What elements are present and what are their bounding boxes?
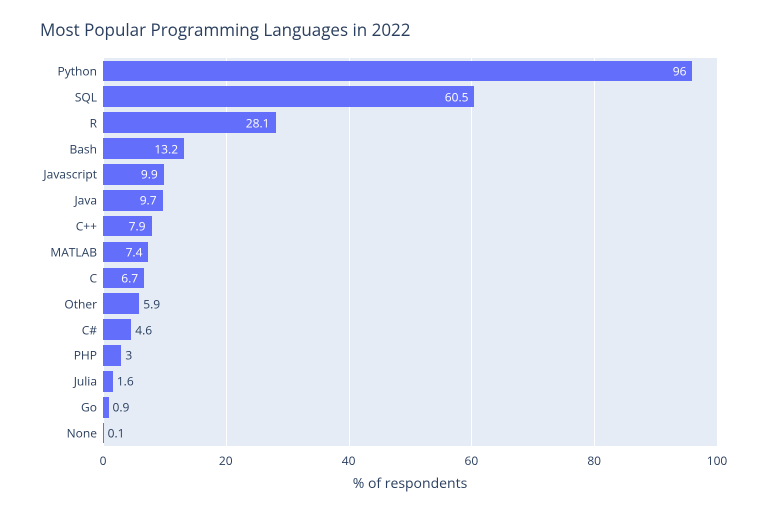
bar [103,371,113,392]
y-tick-label: PHP [74,347,97,364]
x-tick-label: 40 [342,452,356,469]
bar [103,293,139,314]
bar-value-label: 13.2 [154,140,178,157]
bar-value-label: 9.7 [140,192,157,209]
bar-value-label: 4.6 [135,321,152,338]
y-tick-label: SQL [75,88,97,105]
bar [103,397,109,418]
bar-value-label: 28.1 [246,114,270,131]
bar-value-label: 0.9 [113,399,130,416]
x-axis-label: % of respondents [353,474,467,493]
y-tick-label: C++ [76,218,97,235]
x-tick-label: 80 [587,452,601,469]
y-tick-label: Java [74,192,97,209]
bar [103,61,692,82]
y-tick-label: C# [82,321,97,338]
y-tick-label: R [90,114,97,131]
plot-area: 96 60.5 28.1 13.2 9.9 9.7 7.9 7.4 6.7 5.9 4.63 1.6 0… [103,58,717,446]
y-tick-label: Other [64,295,97,312]
bar-value-label: 7.4 [126,244,143,261]
bar [103,423,104,444]
bar-value-label: 1.6 [117,373,134,390]
bar [103,345,121,366]
bar-value-label: 5.9 [143,295,160,312]
x-tick-label: 100 [707,452,728,469]
bar-value-label: 0.1 [108,425,125,442]
gridline [471,58,472,446]
y-tick-label: MATLAB [50,244,97,261]
bar-value-label: 96 [673,62,687,79]
bar [103,319,131,340]
y-tick-label: Go [81,399,97,416]
bar-value-label: 9.9 [141,166,158,183]
bar-value-label: 6.7 [121,269,138,286]
gridline [349,58,350,446]
y-tick-label: Bash [70,140,98,157]
y-tick-label: Julia [74,373,97,390]
bar-value-label: 3 [125,347,132,364]
bar-value-label: 7.9 [129,218,146,235]
y-tick-label: Javascript [43,166,97,183]
y-tick-label: C [89,269,97,286]
gridline [594,58,595,446]
gridline [717,58,718,446]
bar-value-label: 60.5 [445,88,469,105]
chart-title: Most Popular Programming Languages in 20… [40,18,411,41]
y-tick-label: None [67,425,97,442]
y-tick-label: Python [58,62,97,79]
x-tick-label: 60 [465,452,479,469]
bar [103,86,474,107]
x-tick-label: 20 [219,452,233,469]
chart-canvas: Most Popular Programming Languages in 20… [0,0,764,525]
x-tick-label: 0 [100,452,107,469]
